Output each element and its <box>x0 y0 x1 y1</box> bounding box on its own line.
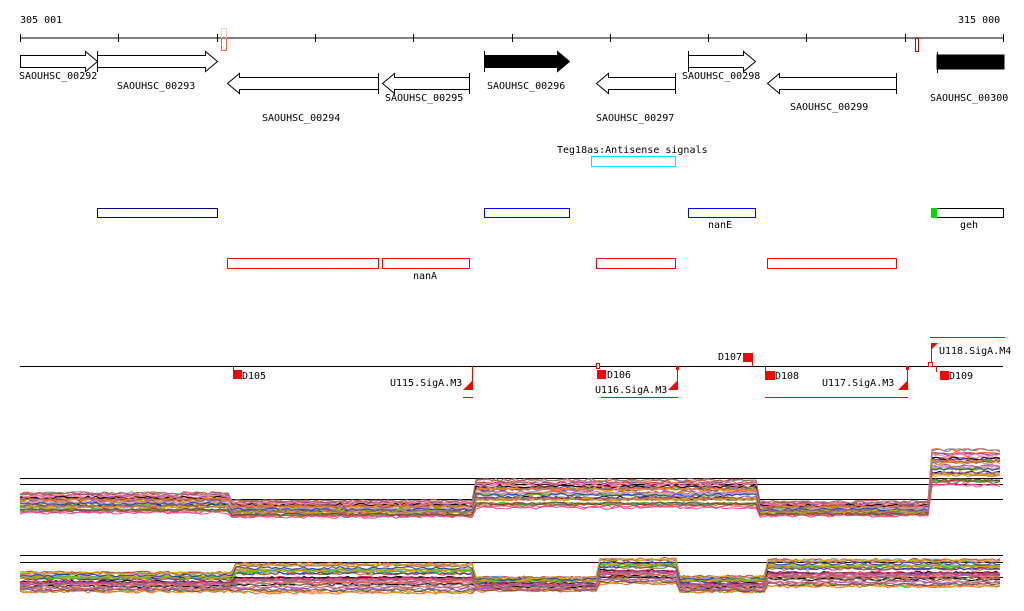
coordinate-ruler: 305 001 315 000 <box>20 15 1004 52</box>
gene-SAOUHSC_00292[interactable]: SAOUHSC_00292 <box>19 50 99 83</box>
marker-hollow <box>928 362 933 367</box>
gene-arrow-forward[interactable] <box>97 50 219 73</box>
expression-profile-line <box>19 480 1001 518</box>
antisense-track: Teg18as:Antisense signals <box>557 145 708 167</box>
downshift-marker[interactable] <box>233 370 242 379</box>
expression-profile-line <box>19 557 1001 580</box>
gene-label: SAOUHSC_00292 <box>19 71 97 82</box>
gene-track: SAOUHSC_00292 SAOUHSC_00293 SAOUHSC_0029… <box>19 50 1008 124</box>
downshift-label: D109 <box>949 371 973 382</box>
gene-label: SAOUHSC_00296 <box>487 81 565 92</box>
gene-label: SAOUHSC_00300 <box>930 93 1008 104</box>
upshift-label: U118.SigA.M4 <box>939 346 1011 357</box>
downshift-marker[interactable] <box>743 353 753 362</box>
gene-SAOUHSC_00296[interactable]: SAOUHSC_00296 <box>484 50 571 92</box>
expression-profile-line <box>19 458 1001 508</box>
expression-track-forward <box>19 448 1003 519</box>
expression-profile-line <box>19 574 1001 590</box>
gene-arrow-reverse[interactable] <box>595 72 676 95</box>
downshift-label: D105 <box>242 371 266 382</box>
upshift-label: U117.SigA.M3 <box>822 378 894 389</box>
expression-profile-line <box>20 571 1001 588</box>
position-marker[interactable] <box>915 38 919 52</box>
gene-SAOUHSC_00299[interactable]: SAOUHSC_00299 <box>766 72 897 113</box>
expression-profile-line <box>19 562 1001 583</box>
gene-label: SAOUHSC_00298 <box>682 71 760 82</box>
downshift-label: D107 <box>718 352 742 363</box>
upshift-flag[interactable] <box>931 343 938 350</box>
upshift-flag[interactable] <box>463 380 473 390</box>
expression-profile-line <box>19 560 1000 582</box>
gene-label: SAOUHSC_00293 <box>117 81 195 92</box>
gene-SAOUHSC_00297[interactable]: SAOUHSC_00297 <box>595 72 676 124</box>
downshift-marker[interactable] <box>940 371 949 380</box>
expression-profile-line <box>19 448 1001 505</box>
transcription-shift-track: D105 U115.SigA.M3 D106 U116.SigA.M3 D107… <box>20 337 1011 398</box>
reverse-feature-track: nanA <box>227 258 897 282</box>
gene-arrow-reverse[interactable] <box>381 72 470 95</box>
feature-box[interactable] <box>767 258 897 269</box>
position-marker[interactable] <box>221 38 227 51</box>
feature-label: nanA <box>413 271 437 282</box>
gene-arrow-forward[interactable] <box>688 50 757 73</box>
feature-box[interactable] <box>227 258 379 269</box>
gene-label: SAOUHSC_00297 <box>596 113 674 124</box>
expression-profile-line <box>19 483 1001 519</box>
ruler-end-label: 315 000 <box>958 15 1000 26</box>
feature-label: nanE <box>708 220 732 231</box>
feature-label: geh <box>960 220 978 231</box>
expression-profile-line <box>19 478 1001 517</box>
gene-arrow-forward-selected[interactable] <box>484 50 571 73</box>
gene-SAOUHSC_00298[interactable]: SAOUHSC_00298 <box>682 50 760 82</box>
downshift-label: D108 <box>775 371 799 382</box>
upshift-flag[interactable] <box>668 380 678 390</box>
expression-profile-line <box>19 570 1001 587</box>
expression-track-reverse <box>19 555 1003 595</box>
expression-profile-line <box>19 558 1001 581</box>
expression-profile-line <box>19 576 1001 591</box>
gene-SAOUHSC_00293[interactable]: SAOUHSC_00293 <box>97 50 219 92</box>
marker-faint <box>221 28 227 39</box>
feature-box[interactable] <box>484 208 570 218</box>
feature-box-nanA[interactable] <box>382 258 470 269</box>
marker-hollow <box>596 363 600 369</box>
gene-arrow-reverse[interactable] <box>226 72 379 95</box>
downshift-marker[interactable] <box>765 371 775 380</box>
feature-box-nanE[interactable] <box>688 208 756 218</box>
gene-label: SAOUHSC_00295 <box>385 93 463 104</box>
feature-box[interactable] <box>97 208 218 218</box>
upshift-label: U116.SigA.M3 <box>595 385 667 396</box>
feature-box-geh[interactable] <box>931 208 1004 218</box>
gene-arrow-forward-selected[interactable] <box>936 54 1005 70</box>
expression-profile-line <box>19 460 1001 509</box>
ruler-start-label: 305 001 <box>20 15 62 26</box>
upshift-label: U115.SigA.M3 <box>390 378 462 389</box>
antisense-label: Teg18as:Antisense signals <box>557 145 708 156</box>
downshift-label: D106 <box>607 370 631 381</box>
gene-arrow-forward[interactable] <box>20 50 99 73</box>
expression-profile-line <box>19 470 1001 514</box>
feature-box[interactable] <box>596 258 676 269</box>
gene-label: SAOUHSC_00299 <box>790 102 868 113</box>
forward-feature-track: nanE geh <box>97 208 1004 231</box>
upshift-flag[interactable] <box>898 380 908 390</box>
gene-SAOUHSC_00294[interactable]: SAOUHSC_00294 <box>226 72 379 124</box>
antisense-feature[interactable] <box>591 156 676 167</box>
feature-start-marker <box>931 208 937 218</box>
gene-SAOUHSC_00300[interactable]: SAOUHSC_00300 <box>930 52 1008 104</box>
gene-SAOUHSC_00295[interactable]: SAOUHSC_00295 <box>381 72 470 104</box>
expression-profile-line <box>19 472 1001 514</box>
gene-label: SAOUHSC_00294 <box>262 113 340 124</box>
downshift-marker[interactable] <box>597 370 606 379</box>
gene-arrow-reverse[interactable] <box>766 72 897 95</box>
